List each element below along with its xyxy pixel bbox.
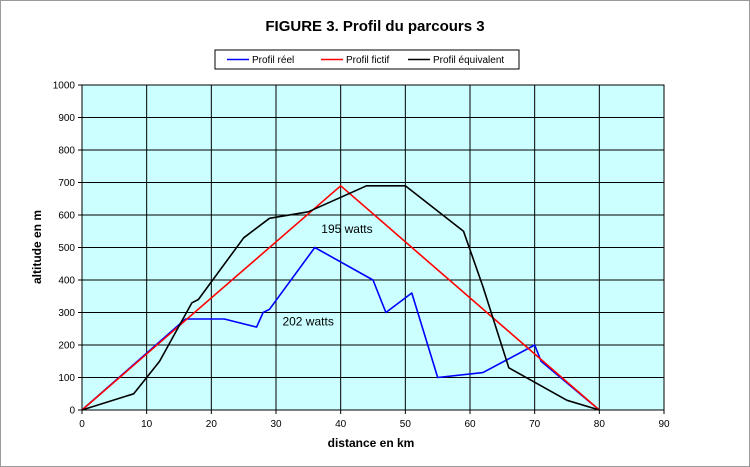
x-tick-label: 10 — [141, 419, 153, 430]
x-tick-label: 90 — [658, 419, 670, 430]
y-tick-label: 300 — [58, 308, 75, 319]
y-tick-label: 200 — [58, 341, 75, 352]
legend: Profil réel Profil fictif Profil équivalen… — [214, 49, 520, 70]
annotation-1: 202 watts — [282, 315, 333, 329]
x-tick-label: 50 — [400, 419, 412, 430]
y-tick-label: 500 — [58, 243, 75, 254]
y-tick-label: 400 — [58, 276, 75, 287]
x-axis-title: distance en km — [328, 436, 415, 450]
y-tick-label: 900 — [58, 113, 75, 124]
annotation-0: 195 watts — [321, 222, 372, 236]
legend-label-2: Profil équivalent — [433, 55, 504, 66]
tick-labels: 0 10 20 30 40 50 60 70 80 90010020030040050060070… — [53, 81, 670, 431]
series-line-0 — [81, 246, 600, 411]
x-tick-label: 80 — [594, 419, 606, 430]
legend-label-0: Profil réel — [252, 55, 294, 66]
y-axis-title: altitude en m — [30, 210, 44, 284]
x-tick-label: 40 — [335, 419, 347, 430]
y-tick-label: 600 — [58, 211, 75, 222]
y-tick-label: 1000 — [53, 81, 76, 92]
legend-label-1: Profil fictif — [346, 55, 390, 66]
series-line-2 — [81, 185, 600, 411]
y-tick-label: 800 — [58, 146, 75, 157]
series-line-1 — [81, 185, 600, 411]
y-tick-label: 0 — [69, 406, 75, 417]
legend-box — [214, 49, 520, 70]
y-tick-label: 700 — [58, 178, 75, 189]
grid — [81, 84, 665, 411]
x-tick-label: 70 — [529, 419, 541, 430]
series-layer: 195 watts 202 watts — [81, 185, 600, 411]
x-tick-label: 60 — [464, 419, 476, 430]
x-tick-label: 20 — [206, 419, 218, 430]
x-tick-label: 30 — [270, 419, 282, 430]
chart-title: FIGURE 3. Profil du parcours 3 — [265, 18, 484, 35]
x-tick-label: 0 — [79, 419, 85, 430]
y-tick-label: 100 — [58, 373, 75, 384]
